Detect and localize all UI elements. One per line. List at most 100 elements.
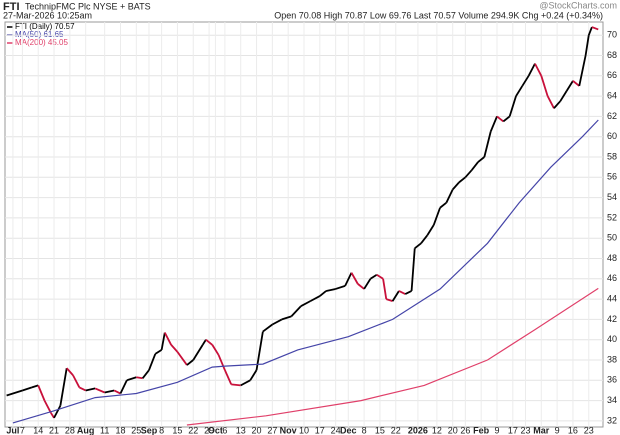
y-tick-label: 68: [607, 50, 617, 60]
x-tick-label: Jul: [6, 425, 19, 435]
price-segment: [217, 354, 226, 371]
price-segment: [255, 331, 264, 371]
x-tick-label: Mar: [533, 425, 550, 435]
x-tick-label: 20: [252, 425, 262, 435]
price-segment: [398, 290, 406, 295]
y-tick-label: 64: [607, 90, 617, 100]
price-segment: [572, 80, 580, 87]
price-segment: [6, 389, 23, 397]
price-segment: [85, 387, 96, 392]
y-tick-label: 60: [607, 131, 617, 141]
y-tick-label: 70: [607, 30, 617, 40]
price-segment: [464, 169, 473, 178]
watermark: @StockCharts.com: [539, 0, 617, 10]
symbol: FTI: [3, 1, 20, 13]
x-tick-label: 26: [460, 425, 470, 435]
price-segment: [496, 115, 504, 123]
price-segment: [119, 379, 128, 394]
legend-label: MA(200) 45.05: [15, 38, 68, 47]
price-segment: [66, 367, 74, 376]
price-segment: [515, 85, 524, 97]
price-segment: [249, 369, 258, 381]
x-tick-label: Aug: [77, 425, 95, 435]
price-segment: [126, 376, 137, 382]
price-segment: [483, 131, 492, 158]
ma-line: [12, 119, 599, 424]
stats: Open 70.08 High 70.87 Low 69.76 Last 70.…: [274, 10, 603, 20]
y-tick-label: 44: [607, 293, 617, 303]
price-segment: [271, 318, 283, 326]
price-segment: [192, 344, 204, 361]
price-segment: [553, 100, 561, 109]
price-segment: [186, 359, 194, 366]
price-segment: [489, 116, 498, 132]
x-tick-label: 11: [100, 425, 109, 435]
x-tick-label: Nov: [280, 425, 297, 435]
price-segment: [452, 181, 460, 191]
price-segment: [319, 290, 327, 297]
price-segment: [357, 283, 365, 290]
x-tick-label: 9: [494, 425, 499, 435]
price-segment: [477, 156, 485, 163]
price-segment: [445, 189, 454, 204]
x-tick-label: Sep: [141, 425, 158, 435]
price-segment: [290, 305, 302, 317]
price-segment: [404, 290, 412, 295]
legend-label: FTI (Daily) 70.57: [15, 22, 75, 31]
price-segment: [527, 63, 536, 77]
y-tick-label: 34: [607, 395, 617, 405]
price-segment: [587, 26, 593, 36]
y-tick-label: 62: [607, 111, 617, 121]
y-tick-label: 40: [607, 334, 617, 344]
x-tick-label: Feb: [473, 425, 490, 435]
price-segment: [458, 176, 466, 184]
price-segment: [154, 349, 163, 355]
price-segment: [350, 272, 359, 285]
price-segment: [385, 298, 393, 302]
price-segment: [391, 290, 400, 302]
x-tick-label: 7: [20, 425, 25, 435]
x-tick-label: 15: [172, 425, 182, 435]
x-tick-label: 23: [520, 425, 530, 435]
price-segment: [231, 383, 241, 387]
price-segment: [363, 278, 372, 290]
price-segment: [591, 26, 599, 31]
y-tick-label: 52: [607, 212, 617, 222]
x-tick-label: 20: [448, 425, 458, 435]
price-segment: [546, 95, 555, 109]
price-segment: [136, 376, 143, 380]
x-tick-label: Oct: [208, 425, 223, 435]
y-tick-label: 48: [607, 253, 617, 263]
price-segment: [376, 273, 384, 280]
price-segment: [382, 278, 388, 300]
x-tick-label: 9: [555, 425, 560, 435]
price-segment: [584, 35, 590, 56]
x-tick-label: 14: [33, 425, 43, 435]
price-segment: [534, 63, 543, 77]
y-tick-label: 66: [607, 70, 617, 80]
ma-line: [186, 287, 599, 426]
x-tick-label: 27: [267, 425, 277, 435]
price-segment: [224, 369, 233, 385]
price-segment: [426, 224, 435, 236]
x-tick-label: 23: [584, 425, 594, 435]
price-segment: [281, 315, 292, 321]
x-tick-label: 17: [508, 425, 518, 435]
x-tick-label: 12: [432, 425, 442, 435]
x-tick-label: 16: [568, 425, 578, 435]
y-tick-label: 42: [607, 314, 617, 324]
x-tick-label: 29: [204, 425, 214, 435]
price-segment: [300, 300, 311, 308]
price-segment: [205, 339, 213, 346]
price-segment: [502, 115, 511, 123]
price-segment: [211, 344, 220, 356]
price-segment: [37, 385, 46, 401]
price-segment: [420, 234, 429, 244]
x-tick-label: 15: [375, 425, 385, 435]
price-segment: [141, 369, 150, 379]
price-segment: [160, 332, 166, 351]
x-tick-label: 6: [222, 425, 227, 435]
price-segment: [163, 332, 172, 346]
